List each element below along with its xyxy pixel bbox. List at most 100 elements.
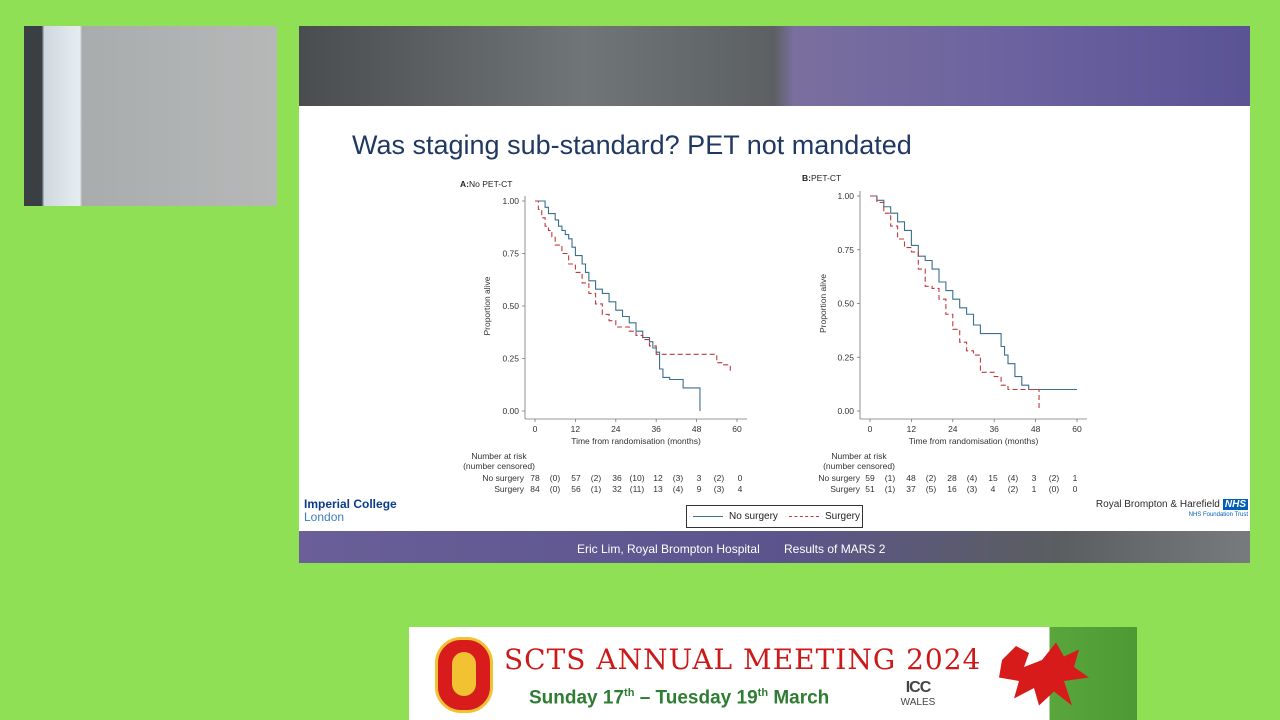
x-axis-label: Time from randomisation (months) [571, 436, 701, 446]
chart-title-letter: B: [802, 173, 811, 183]
x-tick-label: 48 [1031, 424, 1041, 434]
slide-footer: Eric Lim, Royal Brompton Hospital Result… [299, 531, 1250, 563]
risk-cell: 4 [991, 484, 996, 494]
rbh-name: Royal Brompton & Harefield [1095, 499, 1220, 510]
risk-cell: 12 [653, 473, 663, 483]
presentation-slide: Was staging sub-standard? PET not mandat… [299, 26, 1250, 563]
imperial-logo-line2: London [304, 510, 345, 524]
km-curve-no-surgery [535, 200, 701, 411]
risk-row-label: No surgery [818, 473, 860, 483]
y-tick-label: 0.75 [502, 249, 519, 259]
risk-row-label: Surgery [494, 484, 525, 494]
risk-cell: (4) [673, 484, 684, 494]
km-charts: A: No PET-CT 0.00 0.25 0.50 0.75 1.00 0 12 24 36 4… [460, 173, 1087, 494]
risk-cell: 84 [530, 484, 540, 494]
speaker-webcam [24, 26, 277, 206]
risk-cell: 1 [1032, 484, 1037, 494]
slide-header-banner [299, 26, 1250, 106]
risk-cell: (3) [714, 484, 725, 494]
risk-cell: (3) [967, 484, 978, 494]
x-tick-label: 36 [989, 424, 999, 434]
risk-cell: 57 [571, 473, 581, 483]
x-tick-label: 48 [692, 424, 702, 434]
risk-cell: (2) [591, 473, 602, 483]
x-tick-label: 12 [907, 424, 917, 434]
risk-cell: (10) [629, 473, 644, 483]
rbh-trust: NHS Foundation Trust [1188, 512, 1248, 518]
x-tick-label: 36 [651, 424, 661, 434]
risk-cell: (1) [591, 484, 602, 494]
footer-presenter: Eric Lim, Royal Brompton Hospital [577, 542, 760, 556]
legend-swatch-solid [693, 515, 723, 517]
x-tick-label: 60 [1072, 424, 1082, 434]
scts-emblem-icon [435, 637, 493, 713]
km-curve-surgery [535, 200, 731, 374]
risk-cell: 9 [697, 484, 702, 494]
risk-cell: 48 [906, 473, 916, 483]
risk-cell: 0 [1073, 484, 1078, 494]
risk-cell: 59 [865, 473, 875, 483]
y-axis-label: Proportion alive [482, 276, 492, 335]
nhs-badge: NHS [1222, 499, 1248, 510]
legend-label: Surgery [825, 511, 861, 522]
y-tick-label: 1.00 [837, 191, 854, 201]
imperial-logo: Imperial College London [304, 498, 397, 524]
risk-cell: (5) [926, 484, 937, 494]
risk-cell: 3 [1032, 473, 1037, 483]
risk-table-sublabel: (number censored) [823, 461, 895, 471]
risk-cell: (3) [673, 473, 684, 483]
risk-cell: 78 [530, 473, 540, 483]
km-curve-no-surgery [870, 195, 1077, 391]
x-tick-label: 0 [868, 424, 873, 434]
risk-cell: 56 [571, 484, 581, 494]
risk-cell: 13 [653, 484, 663, 494]
y-axis-label: Proportion alive [818, 274, 828, 333]
risk-cell: (2) [1008, 484, 1019, 494]
y-tick-label: 0.00 [502, 406, 519, 416]
risk-cell: 37 [906, 484, 916, 494]
slide-title: Was staging sub-standard? PET not mandat… [352, 130, 912, 160]
imperial-logo-line1: Imperial College [304, 497, 397, 511]
risk-table-label: Number at risk [471, 451, 527, 461]
icc-logo-sub: WALES [900, 697, 936, 708]
legend-item-surgery: Surgery [789, 511, 860, 522]
risk-row-label: No surgery [482, 473, 524, 483]
conference-banner: SCTS ANNUAL MEETING 2024 Sunday 17th – T… [409, 627, 1137, 720]
y-tick-label: 1.00 [502, 196, 519, 206]
chart-title-letter: A: [460, 179, 469, 189]
legend-label: No surgery [729, 511, 778, 522]
chart-title: PET-CT [811, 173, 841, 183]
banner-date: Sunday 17th – Tuesday 19th March [529, 687, 830, 709]
y-tick-label: 0.25 [837, 352, 854, 362]
risk-cell: 1 [1073, 473, 1078, 483]
chart-title: No PET-CT [469, 179, 512, 189]
risk-table-sublabel: (number censored) [463, 461, 535, 471]
risk-cell: 28 [947, 473, 957, 483]
x-axis-label: Time from randomisation (months) [909, 436, 1039, 446]
legend-item-no-surgery: No surgery [693, 511, 778, 522]
risk-cell: (1) [885, 473, 896, 483]
risk-cell: (2) [926, 473, 937, 483]
km-curve-surgery [870, 195, 1040, 411]
icc-logo-text: ICC [905, 679, 932, 696]
risk-cell: (0) [550, 484, 561, 494]
y-tick-label: 0.00 [837, 406, 854, 416]
x-tick-label: 60 [732, 424, 742, 434]
risk-cell: 51 [865, 484, 875, 494]
icc-wales-logo: ICC WALES [894, 679, 942, 708]
risk-cell: 3 [697, 473, 702, 483]
rbh-logo: Royal Brompton & Harefield NHS NHS Founda… [1096, 499, 1248, 521]
footer-title: Results of MARS 2 [784, 542, 886, 556]
legend-swatch-dashed [789, 515, 819, 517]
risk-row-label: Surgery [830, 484, 861, 494]
risk-cell: (4) [1008, 473, 1019, 483]
risk-cell: (2) [714, 473, 725, 483]
risk-cell: 16 [947, 484, 957, 494]
y-tick-label: 0.75 [837, 245, 854, 255]
risk-cell: (11) [630, 484, 645, 494]
risk-cell: (1) [885, 484, 896, 494]
y-tick-label: 0.25 [502, 354, 519, 364]
risk-cell: 4 [738, 484, 743, 494]
x-tick-label: 24 [611, 424, 621, 434]
risk-cell: 15 [988, 473, 998, 483]
